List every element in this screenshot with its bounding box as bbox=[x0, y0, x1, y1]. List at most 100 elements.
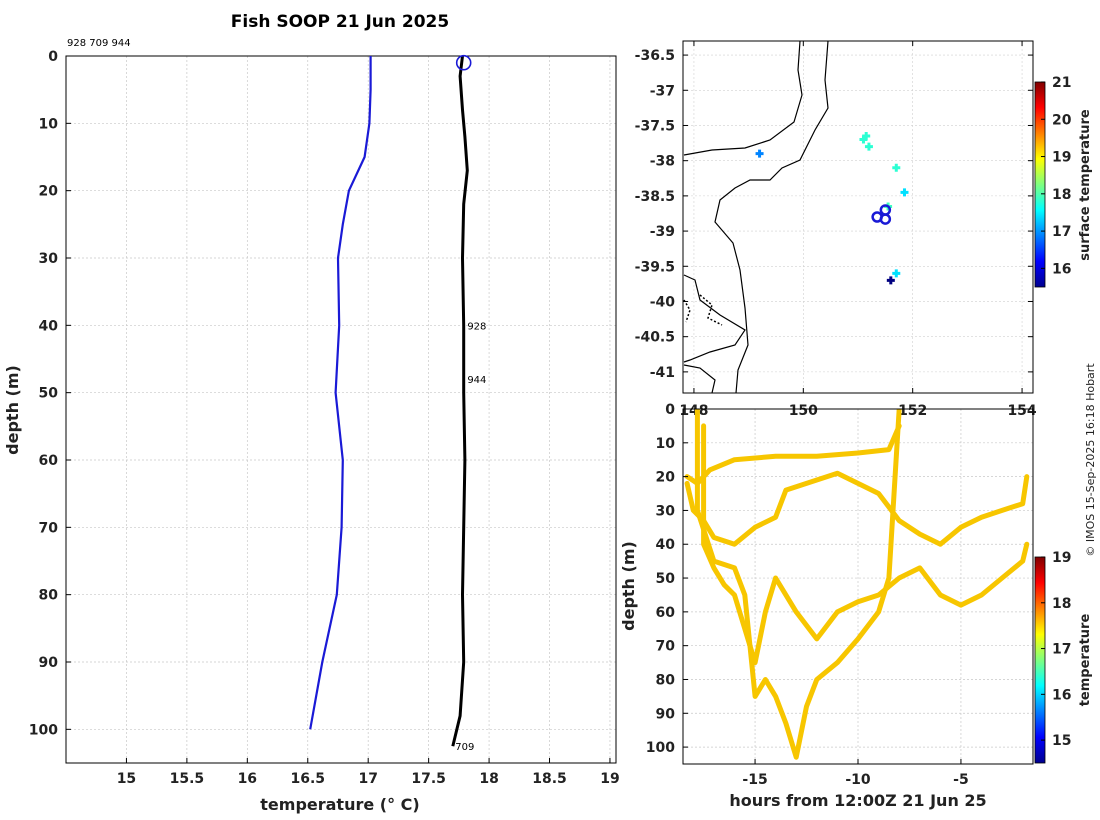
surface-temp-colorbar-tick-label: 17 bbox=[1052, 224, 1071, 240]
timeseries-y-tick-label: 90 bbox=[656, 706, 676, 722]
map-y-ticks: -36.5 -37 -37.5 -38 -38.5 -39 -39.5 -40 -40.5 -41 bbox=[635, 48, 1033, 381]
timeseries-y-tick-label: 60 bbox=[656, 605, 676, 621]
profile-series bbox=[309, 54, 472, 747]
surface-temp-colorbar-tick-label: 20 bbox=[1052, 112, 1072, 128]
profile-x-label: temperature (° C) bbox=[260, 795, 419, 814]
map-drop-site bbox=[879, 213, 892, 225]
profile-id-label: 928 bbox=[467, 321, 486, 332]
credit-text: © IMOS 15-Sep-2025 16:18 Hobart bbox=[1084, 363, 1097, 557]
map-y-tick-label: -39.5 bbox=[635, 259, 675, 275]
timeseries-line-isotherm-upper bbox=[684, 470, 1030, 547]
coastline-tasmania-east bbox=[683, 364, 716, 393]
profile-y-tick-label: 70 bbox=[39, 520, 59, 536]
map-y-tick-label: -37.5 bbox=[635, 118, 675, 134]
islands-flinders bbox=[699, 294, 723, 326]
timeseries-x-tick-label: -10 bbox=[845, 772, 871, 788]
surface-temp-colorbar-ticks: 16 17 18 19 20 21 bbox=[1041, 75, 1072, 277]
map-surface-temp-point bbox=[886, 276, 895, 285]
temp-colorbar-ticks: 15 16 17 18 19 bbox=[1041, 550, 1071, 749]
map-chart: -36.5 -37 -37.5 -38 -38.5 -39 -39.5 -40 -40.5 -41… bbox=[635, 40, 1093, 419]
map-surface-temp-point bbox=[900, 188, 909, 197]
profile-y-tick-label: 0 bbox=[48, 49, 58, 65]
timeseries-line-isotherm-mid bbox=[701, 423, 1030, 666]
profile-y-ticks: 0 10 20 30 40 50 60 70 80 90 100 bbox=[29, 49, 71, 738]
map-x-tick-label: 152 bbox=[898, 403, 927, 419]
map-drop-sites bbox=[871, 204, 892, 225]
map-coastline bbox=[683, 41, 829, 393]
map-x-tick-label: 150 bbox=[789, 403, 818, 419]
profile-x-tick-label: 16 bbox=[238, 771, 257, 787]
surface-temp-colorbar-tick-label: 19 bbox=[1052, 150, 1071, 166]
timeseries-y-ticks: 0 10 20 30 40 50 60 70 80 90 100 bbox=[646, 402, 688, 756]
timeseries-x-ticks: -15 -10 -5 bbox=[742, 759, 969, 788]
profile-grid bbox=[66, 55, 616, 763]
map-points bbox=[755, 132, 909, 285]
surface-temp-colorbar-tick-label: 18 bbox=[1052, 187, 1071, 203]
map-surface-temp-point bbox=[864, 142, 873, 151]
timeseries-series bbox=[684, 409, 1030, 760]
profile-plot-frame bbox=[65, 55, 617, 764]
profile-y-tick-label: 50 bbox=[39, 386, 59, 402]
timeseries-y-label: depth (m) bbox=[619, 541, 638, 631]
temp-colorbar-label: temperature bbox=[1078, 614, 1093, 707]
timeseries-x-tick-label: -15 bbox=[742, 772, 767, 788]
profile-x-tick-label: 18 bbox=[479, 771, 498, 787]
surface-temp-colorbar-tick-label: 16 bbox=[1052, 261, 1071, 277]
temp-colorbar bbox=[1034, 556, 1046, 764]
timeseries-y-tick-label: 70 bbox=[656, 639, 676, 655]
profile-chart: Fish SOOP 21 Jun 2025 928 709 944 15 15.5… bbox=[3, 12, 620, 814]
map-x-tick-label: 148 bbox=[679, 403, 708, 419]
timeseries-y-tick-label: 100 bbox=[646, 740, 675, 756]
profile-y-tick-label: 100 bbox=[29, 722, 58, 738]
temp-colorbar-tick-label: 19 bbox=[1052, 550, 1071, 566]
surface-temp-colorbar bbox=[1034, 81, 1046, 288]
profile-line-climatology bbox=[309, 56, 372, 730]
profile-x-tick-label: 17 bbox=[358, 771, 377, 787]
timeseries-y-tick-label: 80 bbox=[656, 672, 676, 688]
temp-colorbar-tick-label: 15 bbox=[1052, 733, 1071, 749]
profile-y-tick-label: 80 bbox=[39, 588, 59, 604]
profile-y-tick-label: 10 bbox=[39, 116, 59, 132]
map-y-tick-label: -36.5 bbox=[635, 48, 675, 64]
timeseries-x-label: hours from 12:00Z 21 Jun 25 bbox=[729, 791, 986, 810]
profile-line-profiles bbox=[451, 55, 469, 747]
coastline-victoria bbox=[714, 41, 829, 393]
map-surface-temp-point bbox=[755, 149, 764, 158]
profile-y-tick-label: 90 bbox=[39, 655, 59, 671]
profile-y-tick-label: 60 bbox=[39, 453, 59, 469]
temp-colorbar-tick-label: 18 bbox=[1052, 596, 1071, 612]
timeseries-y-tick-label: 30 bbox=[656, 503, 676, 519]
coastline-tasmania-north bbox=[683, 274, 746, 363]
map-x-ticks: 148 150 152 154 bbox=[679, 41, 1037, 419]
profile-y-tick-label: 20 bbox=[39, 184, 59, 200]
map-y-tick-label: -40.5 bbox=[635, 330, 675, 346]
timeseries-grid bbox=[683, 408, 1033, 764]
timeseries-y-tick-label: 20 bbox=[656, 470, 676, 486]
profile-x-tick-label: 19 bbox=[600, 771, 619, 787]
map-y-tick-label: -37 bbox=[650, 83, 675, 99]
profile-x-tick-label: 18.5 bbox=[532, 771, 567, 787]
islands-bass-strait bbox=[683, 299, 691, 323]
profile-y-label: depth (m) bbox=[3, 365, 22, 455]
profile-x-ticks: 15 15.5 16 16.5 17 17.5 18 18.5 19 bbox=[117, 758, 620, 787]
map-y-tick-label: -40 bbox=[650, 294, 676, 310]
temp-colorbar-tick-label: 17 bbox=[1052, 642, 1071, 658]
timeseries-x-tick-label: -5 bbox=[953, 772, 969, 788]
profile-title: Fish SOOP 21 Jun 2025 bbox=[231, 12, 449, 32]
profile-id-label: 944 bbox=[467, 375, 486, 386]
timeseries-chart: 0 10 20 30 40 50 60 70 80 90 100 -15 -10 -5 hours fr… bbox=[619, 402, 1093, 810]
timeseries-line-isotherm-deep bbox=[694, 409, 902, 760]
map-y-tick-label: -41 bbox=[650, 365, 675, 381]
timeseries-line-isotherm-shallow bbox=[684, 423, 902, 486]
timeseries-y-tick-label: 0 bbox=[665, 402, 675, 418]
map-surface-temp-point bbox=[892, 269, 901, 278]
profile-x-tick-label: 15 bbox=[117, 771, 136, 787]
map-y-tick-label: -38.5 bbox=[635, 189, 675, 205]
surface-marker bbox=[455, 54, 472, 71]
profile-x-tick-label: 16.5 bbox=[290, 771, 325, 787]
profile-id-labels: 928 944 709 bbox=[455, 321, 486, 753]
timeseries-y-tick-label: 50 bbox=[656, 571, 676, 587]
profile-x-tick-label: 17.5 bbox=[411, 771, 446, 787]
profile-y-tick-label: 30 bbox=[39, 251, 59, 267]
